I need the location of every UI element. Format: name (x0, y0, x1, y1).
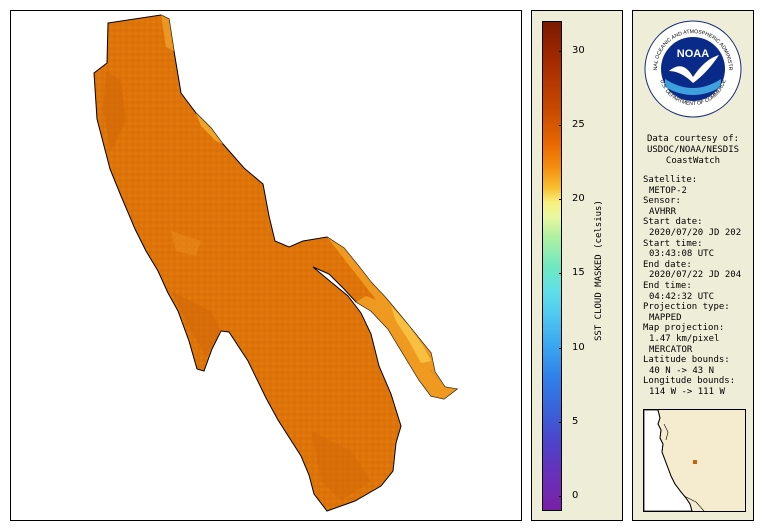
metadata-label: Longitude bounds: (643, 376, 736, 387)
colorbar-tick-mark (559, 273, 562, 275)
colorbar-tick-mark (559, 347, 562, 349)
colorbar-tick-label: 20 (572, 193, 585, 205)
courtesy-line-2: USDOC/NOAA/NESDIS (646, 145, 740, 155)
metadata-value: 2020/07/22 JD 204 (649, 270, 742, 281)
metadata-label: Start date: (643, 217, 703, 228)
data-courtesy: Data courtesy of: USDOC/NOAA/NESDIS Coas… (633, 134, 753, 167)
metadata-value: MERCATOR (649, 344, 693, 355)
metadata-label: Latitude bounds: (643, 355, 730, 366)
colorbar-tick-label: 15 (572, 267, 585, 279)
colorbar-tick-mark (559, 50, 562, 52)
courtesy-line-3: CoastWatch (665, 156, 721, 166)
metadata-value: 40 N -> 43 N (649, 365, 715, 376)
metadata-value: 114 W -> 111 W (649, 386, 725, 397)
metadata-label: Start time: (643, 238, 703, 249)
colorbar-tick-label: 30 (572, 44, 585, 56)
colorbar-tick-label: 0 (572, 490, 579, 502)
courtesy-line-1: Data courtesy of: (646, 134, 740, 144)
locator-inset-map (643, 409, 746, 512)
logo-text: NOAA (677, 48, 709, 60)
colorbar-tick-label: 5 (572, 415, 579, 427)
metadata-label: End time: (643, 280, 692, 291)
lake-body (93, 14, 459, 512)
lake-map (93, 14, 459, 512)
metadata-list: Satellite: METOP-2 Sensor: AVHRR Start date:… (643, 175, 753, 397)
metadata-value: AVHRR (649, 206, 677, 217)
metadata-value: 03:43:08 UTC (649, 249, 715, 260)
colorbar-tick-mark (559, 199, 562, 201)
metadata-value: 04:42:32 UTC (649, 291, 715, 302)
metadata-value: METOP-2 (649, 185, 687, 196)
metadata-value: MAPPED (649, 312, 682, 323)
colorbar (542, 21, 562, 511)
metadata-label: End date: (643, 259, 692, 270)
metadata-label: Projection type: (643, 302, 730, 313)
metadata-label: Satellite: (643, 175, 698, 185)
metadata-value: 1.47 km/pixel (649, 333, 720, 344)
colorbar-tick-label: 10 (572, 341, 585, 353)
metadata-label: Sensor: (643, 196, 681, 207)
colorbar-title: SST CLOUD MASKED (celsius) (594, 200, 604, 341)
metadata-label: Map projection: (643, 323, 725, 334)
study-area-marker (693, 460, 697, 464)
sst-map-panel (10, 10, 522, 521)
colorbar-tick-mark (559, 496, 562, 498)
colorbar-tick-mark (559, 421, 562, 423)
info-panel: NOAA NATIONAL OCEANIC AND ATMOSPHERIC AD… (632, 10, 754, 521)
metadata-value: 2020/07/20 JD 202 (649, 227, 742, 238)
colorbar-tick-label: 25 (572, 118, 585, 130)
colorbar-tick-mark (559, 124, 562, 126)
noaa-logo: NOAA NATIONAL OCEANIC AND ATMOSPHERIC AD… (643, 19, 742, 118)
color-scale-panel: SST CLOUD MASKED (celsius) 0 5 10 15 20 25 30 (531, 10, 623, 521)
